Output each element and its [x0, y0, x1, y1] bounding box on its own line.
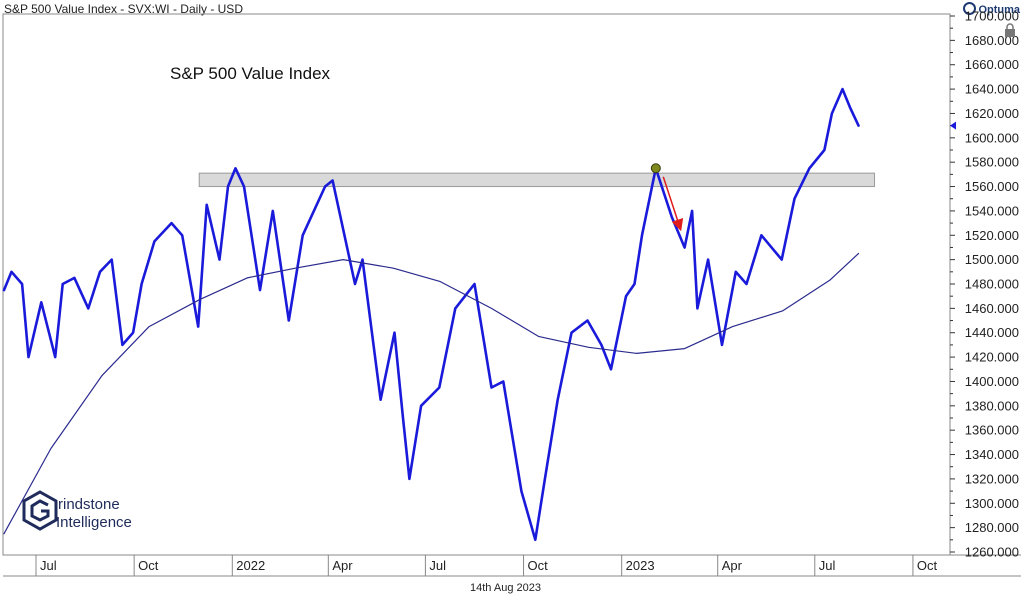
series-layer — [2, 87, 860, 542]
watermark-line1: rindstone — [58, 496, 120, 513]
y-tick-label: 1300.000 — [965, 496, 1019, 511]
y-tick-label: 1260.000 — [965, 545, 1019, 560]
x-tick-label: 2022 — [236, 558, 265, 573]
price-series-line — [2, 87, 860, 542]
x-tick-label: Jul — [819, 558, 836, 573]
y-tick-label: 1640.000 — [965, 82, 1019, 97]
moving-average-line — [3, 252, 860, 535]
x-tick-label: Jul — [429, 558, 446, 573]
y-tick-label: 1340.000 — [965, 447, 1019, 462]
watermark-line2: Intelligence — [56, 514, 132, 531]
vendor-logo: Optuma — [963, 2, 1020, 16]
chart-header-title: S&P 500 Value Index - SVX:WI - Daily - U… — [4, 2, 243, 16]
annotation-layer — [650, 163, 684, 232]
grindstone-g-inner — [30, 499, 50, 522]
y-tick-label: 1560.000 — [965, 179, 1019, 194]
y-tick-label: 1660.000 — [965, 57, 1019, 72]
plot-border — [2, 13, 951, 556]
y-tick-label: 1500.000 — [965, 252, 1019, 267]
pivot-marker — [650, 163, 661, 174]
x-tick-label: Oct — [528, 558, 549, 573]
x-tick-label: Oct — [917, 558, 938, 573]
y-tick-label: 1520.000 — [965, 228, 1019, 243]
y-tick-label: 1280.000 — [965, 520, 1019, 535]
y-tick-label: 1480.000 — [965, 277, 1019, 292]
x-tick-label: Apr — [722, 558, 743, 573]
x-tick-label: Oct — [138, 558, 159, 573]
x-tick-label: Apr — [332, 558, 353, 573]
chart-frame — [2, 13, 1021, 577]
y-tick-label: 1420.000 — [965, 350, 1019, 365]
resistance-band — [198, 172, 876, 188]
y-tick-label: 1460.000 — [965, 301, 1019, 316]
footer-date: 14th Aug 2023 — [470, 582, 541, 594]
y-tick-label: 1540.000 — [965, 203, 1019, 218]
chart-title: S&P 500 Value Index — [170, 64, 331, 83]
last-price-marker — [950, 121, 956, 130]
y-tick-label: 1380.000 — [965, 398, 1019, 413]
y-tick-label: 1600.000 — [965, 130, 1019, 145]
grindstone-g-logo-icon — [22, 490, 58, 531]
vendor-logo-text: Optuma — [978, 4, 1020, 16]
grindstone-logo: rindstone Intelligence — [22, 490, 132, 531]
y-tick-label: 1360.000 — [965, 423, 1019, 438]
y-tick-label: 1620.000 — [965, 106, 1019, 121]
y-axis: 1260.000 1280.000 1300.000 1320.000 1340.000… — [950, 9, 1019, 560]
y-tick-label: 1700.000 — [965, 9, 1019, 24]
lock-icon[interactable] — [1005, 23, 1015, 37]
down-arrow — [662, 176, 684, 232]
y-tick-label: 1320.000 — [965, 471, 1019, 486]
vendor-logo-icon — [963, 2, 977, 15]
x-tick-label: 2023 — [626, 558, 655, 573]
x-tick-label: Jul — [40, 558, 57, 573]
y-tick-label: 1440.000 — [965, 325, 1019, 340]
y-tick-label: 1400.000 — [965, 374, 1019, 389]
y-tick-label: 1580.000 — [965, 155, 1019, 170]
resistance-band-layer — [198, 172, 876, 188]
x-axis: Jul Oct 2022 Apr Jul Oct 2023 Apr Jul Oct — [35, 555, 938, 576]
